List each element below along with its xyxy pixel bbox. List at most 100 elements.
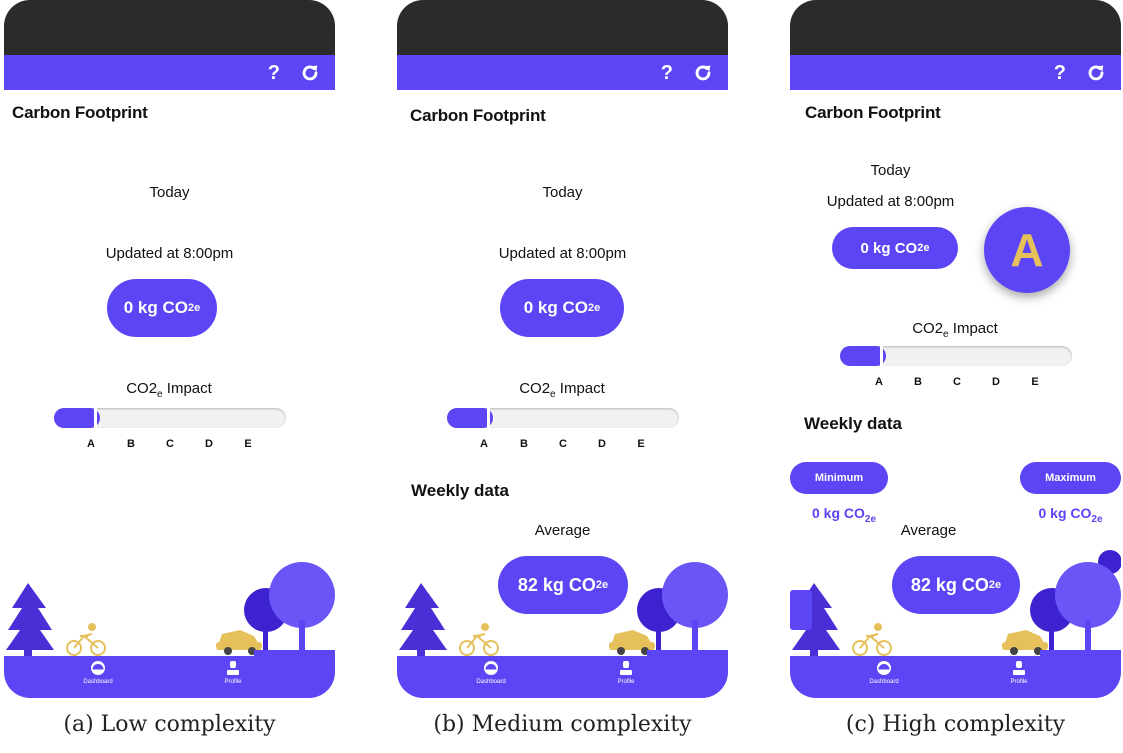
- impact-slider: [54, 406, 286, 430]
- footprint-badge: 0 kg CO 2e: [500, 279, 624, 337]
- page-title: Carbon Footprint: [410, 106, 546, 125]
- pine-tree-illustration: [399, 583, 447, 656]
- page-title: Carbon Footprint: [805, 103, 941, 122]
- average-value: 82 kg CO: [517, 574, 596, 595]
- average-badge: 82 kg CO 2e: [498, 556, 628, 614]
- today-label: Today: [870, 162, 911, 179]
- question-mark-icon[interactable]: ?: [1053, 62, 1066, 84]
- minimum-value: 0 kg CO2e: [811, 505, 877, 525]
- bicycle-illustration: [459, 623, 499, 656]
- impact-label: CO2e Impact: [519, 380, 605, 400]
- grade-b-label: B: [914, 376, 922, 388]
- footprint-badge: 0 kg CO 2e: [107, 279, 217, 337]
- tree-illustration: [244, 562, 335, 656]
- footprint-value: 0 kg CO: [860, 239, 918, 257]
- footprint-value: 0 kg CO: [523, 298, 588, 317]
- footprint-badge: 0 kg CO 2e: [832, 227, 958, 269]
- status-bar: [790, 0, 1121, 55]
- app-bar: ?: [790, 55, 1121, 90]
- footprint-value: 0 kg CO: [123, 298, 188, 317]
- status-bar: [4, 0, 335, 55]
- illustration-scene: [399, 562, 728, 656]
- nav-profile[interactable]: Profile: [193, 660, 273, 685]
- nav-dashboard[interactable]: Dashboard: [58, 660, 138, 685]
- average-subscript: 2e: [988, 579, 1002, 591]
- pine-tree-illustration: [6, 583, 54, 656]
- caption-c: (c) High complexity: [845, 712, 1066, 737]
- grade-d-label: D: [598, 438, 606, 450]
- caption-a: (a) Low complexity: [63, 712, 276, 737]
- bottom-nav: Dashboard Profile: [4, 656, 335, 698]
- nav-profile-label: Profile: [1010, 679, 1028, 685]
- bicycle-illustration: [66, 623, 106, 656]
- today-label: Today: [542, 184, 583, 201]
- gauge-icon: [91, 661, 105, 675]
- nav-profile[interactable]: Profile: [979, 660, 1059, 685]
- grade-e-label: E: [244, 438, 252, 450]
- footprint-subscript: 2e: [917, 242, 930, 254]
- person-icon: [1013, 661, 1025, 675]
- footprint-subscript: 2e: [588, 302, 601, 314]
- maximum-value: 0 kg CO2e: [1038, 505, 1103, 525]
- grade-b-label: B: [520, 438, 528, 450]
- impact-slider-knob: [94, 406, 98, 430]
- car-illustration: [609, 630, 655, 655]
- average-subscript: 2e: [595, 579, 609, 591]
- grade-circle: A: [984, 207, 1070, 293]
- status-bar: [397, 0, 728, 55]
- updated-label: Updated at 8:00pm: [105, 245, 234, 262]
- grade-d-label: D: [992, 376, 1000, 388]
- person-icon: [620, 661, 632, 675]
- nav-dashboard-label: Dashboard: [83, 679, 113, 685]
- weekly-data-title: Weekly data: [411, 481, 509, 500]
- question-mark-icon[interactable]: ?: [267, 62, 280, 84]
- nav-dashboard-label: Dashboard: [476, 679, 506, 685]
- updated-label: Updated at 8:00pm: [498, 245, 627, 262]
- nav-profile-label: Profile: [224, 679, 242, 685]
- average-label: Average: [534, 522, 591, 539]
- average-label: Average: [900, 522, 957, 539]
- nav-profile[interactable]: Profile: [586, 660, 666, 685]
- page-title: Carbon Footprint: [12, 103, 148, 122]
- phone-high-complexity: ? Carbon Footprint Today Updated at 8:00…: [790, 0, 1121, 698]
- minimum-badge: Minimum: [790, 462, 888, 494]
- illustration-scene: [6, 562, 335, 656]
- grade-e-label: E: [1031, 376, 1039, 388]
- impact-label: CO2e Impact: [912, 320, 998, 340]
- nav-dashboard[interactable]: Dashboard: [451, 660, 531, 685]
- nav-dashboard[interactable]: Dashboard: [844, 660, 924, 685]
- grade-a-label: A: [875, 376, 883, 388]
- refresh-icon[interactable]: [1085, 62, 1107, 84]
- bottom-nav: Dashboard Profile: [790, 656, 1121, 698]
- refresh-icon[interactable]: [692, 62, 714, 84]
- weekly-data-title: Weekly data: [804, 414, 902, 433]
- bicycle-illustration: [852, 623, 892, 656]
- app-bar: ?: [397, 55, 728, 90]
- tree-illustration: [1030, 550, 1121, 656]
- impact-label: CO2e Impact: [126, 380, 212, 400]
- grade-a-label: A: [480, 438, 488, 450]
- phone-medium-complexity: ? Carbon Footprint Today Updated at 8:00…: [397, 0, 728, 698]
- nav-dashboard-label: Dashboard: [869, 679, 899, 685]
- pine-tree-illustration: [790, 583, 840, 656]
- grade-b-label: B: [127, 438, 135, 450]
- average-value: 82 kg CO: [910, 574, 989, 595]
- grade-c-label: C: [953, 376, 961, 388]
- person-icon: [227, 661, 239, 675]
- grade-a-label: A: [87, 438, 95, 450]
- impact-slider: [840, 344, 1072, 368]
- phone-low-complexity: ? Carbon Footprint Today Updated at 8:00…: [4, 0, 335, 698]
- average-badge: 82 kg CO 2e: [892, 556, 1020, 614]
- today-label: Today: [149, 184, 190, 201]
- grade-c-label: C: [559, 438, 567, 450]
- caption-b: (b) Medium complexity: [433, 712, 692, 737]
- impact-slider-fill: [54, 408, 101, 428]
- refresh-icon[interactable]: [299, 62, 321, 84]
- impact-slider-knob: [487, 406, 491, 430]
- impact-slider-knob: [880, 344, 884, 368]
- car-illustration: [1002, 630, 1048, 655]
- updated-label: Updated at 8:00pm: [826, 193, 955, 210]
- bottom-nav: Dashboard Profile: [397, 656, 728, 698]
- question-mark-icon[interactable]: ?: [660, 62, 673, 84]
- impact-slider-fill: [840, 346, 887, 366]
